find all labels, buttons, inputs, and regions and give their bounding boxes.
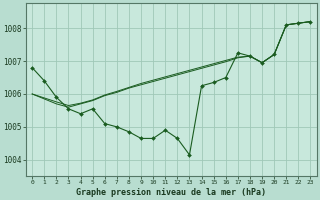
X-axis label: Graphe pression niveau de la mer (hPa): Graphe pression niveau de la mer (hPa) (76, 188, 266, 197)
